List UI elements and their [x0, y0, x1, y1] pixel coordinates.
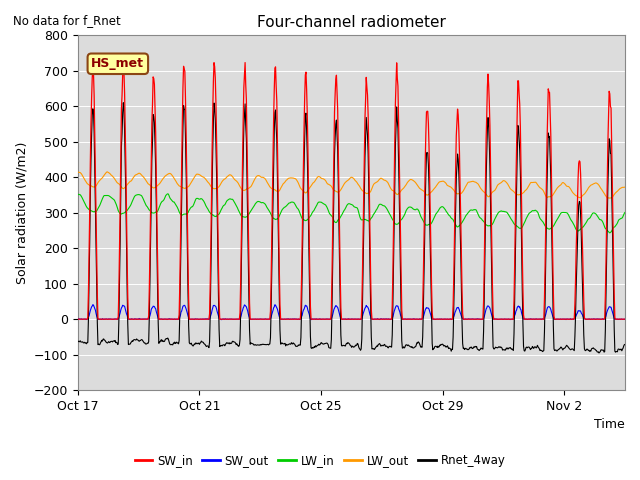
Y-axis label: Solar radiation (W/m2): Solar radiation (W/m2) [15, 142, 28, 284]
Text: No data for f_Rnet: No data for f_Rnet [13, 14, 120, 27]
Title: Four-channel radiometer: Four-channel radiometer [257, 15, 446, 30]
Text: HS_met: HS_met [92, 57, 145, 70]
Legend: SW_in, SW_out, LW_in, LW_out, Rnet_4way: SW_in, SW_out, LW_in, LW_out, Rnet_4way [130, 449, 510, 472]
X-axis label: Time: Time [595, 419, 625, 432]
